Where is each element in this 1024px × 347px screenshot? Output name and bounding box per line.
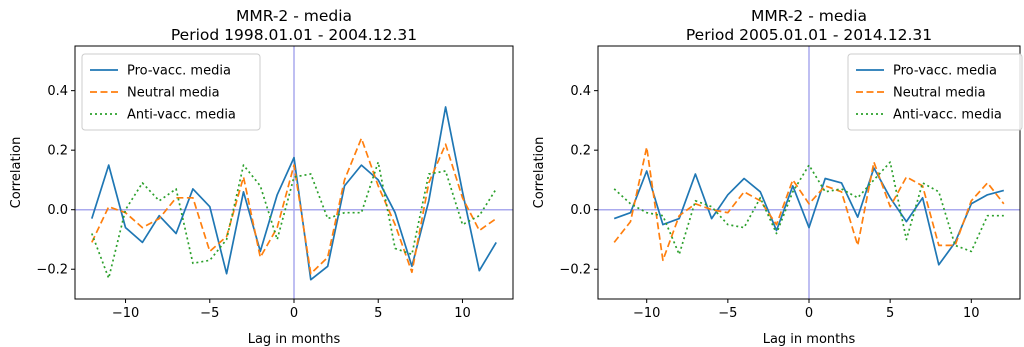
y-tick-label: −0.2 xyxy=(36,263,68,278)
x-tick-label: −10 xyxy=(633,306,660,321)
series-line-0 xyxy=(90,106,497,281)
chart-panel-1998-2004: −10 −5 0 5 10 −0.2 0.0 0.2 0.4 MMR-2 - mediaPerio… xyxy=(9,7,514,347)
x-axis-label: Lag in months xyxy=(763,332,856,347)
legend-label-0: Pro-vacc. media xyxy=(893,64,997,79)
chart-title: MMR-2 - media xyxy=(751,7,867,25)
y-tick-label: 0.2 xyxy=(47,144,68,159)
y-tick-label: 0.2 xyxy=(570,144,591,159)
y-tick-label: 0.0 xyxy=(47,203,68,218)
series-line-2 xyxy=(91,161,497,280)
series-line-1 xyxy=(91,137,497,275)
x-axis-label: Lag in months xyxy=(248,332,341,347)
legend-label-2: Anti-vacc. media xyxy=(127,108,236,123)
series-line-0 xyxy=(613,167,1005,266)
x-tick-label: −10 xyxy=(112,306,139,321)
x-tick-label: 0 xyxy=(290,306,298,321)
y-axis-label: Correlation xyxy=(9,137,24,209)
y-axis-label: Correlation xyxy=(532,137,547,209)
x-tick-label: −5 xyxy=(718,306,737,321)
legend-label-2: Anti-vacc. media xyxy=(893,108,1002,123)
chart-title: MMR-2 - media xyxy=(236,7,352,25)
y-tick-label: 0.4 xyxy=(570,84,591,99)
x-tick-label: 0 xyxy=(805,306,813,321)
series-line-1 xyxy=(613,146,1005,262)
y-tick-label: 0.4 xyxy=(47,84,68,99)
x-tick-label: 10 xyxy=(454,306,471,321)
chart-subtitle: Period 1998.01.01 - 2004.12.31 xyxy=(171,26,417,44)
legend-label-1: Neutral media xyxy=(127,86,220,101)
legend-box xyxy=(847,53,1023,131)
legend-label-0: Pro-vacc. media xyxy=(127,64,231,79)
x-tick-label: 5 xyxy=(374,306,382,321)
legend-box xyxy=(81,53,261,131)
legend: Pro-vacc. media Neutral media Anti-vacc. m… xyxy=(81,53,261,131)
x-tick-label: −5 xyxy=(200,306,219,321)
x-tick-label: 10 xyxy=(963,306,980,321)
y-tick-label: −0.2 xyxy=(559,263,591,278)
chart-subtitle: Period 2005.01.01 - 2014.12.31 xyxy=(686,26,932,44)
x-tick-label: 5 xyxy=(886,306,894,321)
y-tick-label: 0.0 xyxy=(570,203,591,218)
legend-label-1: Neutral media xyxy=(893,86,986,101)
legend: Pro-vacc. media Neutral media Anti-vacc. m… xyxy=(847,53,1023,131)
chart-panel-2005-2014: −10 −5 0 5 10 −0.2 0.0 0.2 0.4 MMR-2 - mediaPerio… xyxy=(532,7,1023,347)
